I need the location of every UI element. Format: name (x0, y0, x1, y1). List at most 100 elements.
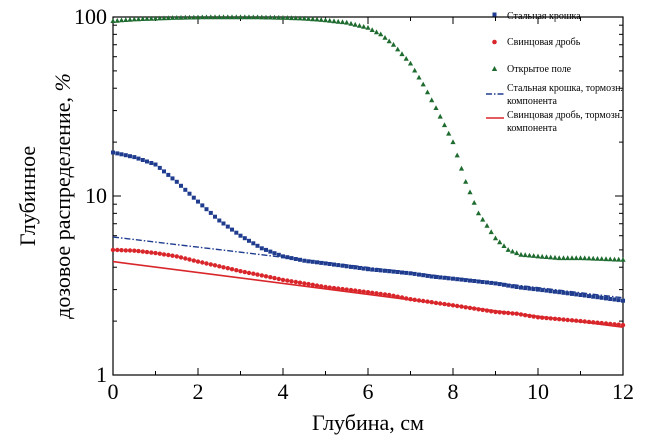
data-point-square (417, 272, 421, 277)
data-point-triangle (560, 255, 567, 261)
data-point-square (459, 277, 464, 282)
data-point-square (119, 152, 124, 157)
data-point-circle (161, 252, 167, 257)
data-point-triangle (522, 252, 528, 258)
data-point-square (221, 221, 226, 226)
data-point-square (238, 233, 243, 238)
series-layer (110, 14, 626, 328)
data-point-square (136, 156, 141, 161)
legend-label-steel-brems-2: компонента (507, 96, 557, 107)
steel-brems-line (112, 236, 624, 299)
data-point-triangle (157, 15, 163, 21)
data-point-triangle (556, 255, 562, 261)
data-point-square (446, 276, 451, 281)
legend-marker-square (492, 12, 497, 17)
data-point-circle (191, 258, 196, 263)
data-point-circle (293, 279, 298, 285)
y-axis-title-line1: Глубинное (15, 146, 40, 246)
data-point-circle (280, 277, 286, 283)
data-point-circle (157, 251, 162, 256)
data-point-square (425, 273, 430, 278)
lead-brems-line (112, 260, 624, 328)
data-point-square (374, 268, 379, 272)
data-point-square (366, 267, 370, 272)
data-point-square (574, 292, 579, 297)
data-point-triangle (531, 253, 537, 258)
data-point-triangle (539, 253, 545, 259)
data-point-triangle (263, 14, 269, 20)
data-point-square (340, 263, 345, 268)
data-point-triangle (208, 14, 214, 20)
data-point-square (404, 270, 409, 275)
data-point-triangle (361, 24, 367, 29)
data-point-circle (110, 247, 116, 253)
data-point-triangle (276, 14, 282, 20)
data-point-circle (170, 253, 175, 258)
data-point-triangle (484, 223, 490, 228)
data-point-triangle (463, 179, 469, 184)
data-point-triangle (577, 255, 584, 261)
data-point-square (468, 278, 472, 283)
data-point-circle (365, 290, 371, 295)
data-point-circle (387, 292, 392, 298)
data-point-square (531, 287, 536, 292)
data-point-triangle (344, 19, 350, 25)
data-point-square (234, 230, 239, 235)
data-point-triangle (131, 16, 137, 22)
data-point-square (123, 153, 128, 158)
data-point-triangle (305, 16, 312, 21)
data-point-square (281, 254, 285, 259)
data-point-triangle (182, 14, 188, 20)
legend-label-steel: Стальная крошка (507, 11, 581, 22)
data-point-square (268, 249, 273, 254)
y-axis-title-main: дозовое распределение, (50, 92, 75, 319)
data-point-triangle (599, 256, 605, 261)
data-point-square (493, 281, 498, 286)
data-point-square (438, 275, 443, 280)
data-point-triangle (616, 256, 622, 262)
data-point-square (272, 251, 277, 256)
data-point-square (264, 247, 268, 252)
data-point-triangle (165, 15, 171, 21)
data-point-square (344, 264, 349, 269)
data-point-triangle (395, 46, 401, 52)
data-point-triangle (509, 248, 516, 254)
data-point-circle (370, 290, 375, 295)
data-point-triangle (123, 17, 129, 22)
data-point-triangle (373, 29, 380, 35)
data-point-triangle (356, 23, 363, 28)
data-point-triangle (433, 105, 439, 110)
data-point-triangle (611, 256, 618, 262)
data-point-circle (306, 281, 311, 287)
data-point-triangle (543, 254, 550, 259)
data-point-triangle (225, 14, 231, 20)
data-point-triangle (254, 14, 261, 20)
data-point-circle (353, 288, 358, 293)
data-point-triangle (573, 255, 579, 261)
data-point-square (179, 183, 183, 188)
data-point-square (255, 243, 260, 248)
data-point-circle (238, 269, 243, 274)
x-tick-label: 2 (193, 379, 204, 404)
data-point-circle (187, 257, 192, 262)
data-point-circle (297, 280, 303, 285)
data-point-square (455, 277, 460, 282)
data-point-circle (344, 287, 349, 292)
data-point-square (621, 298, 625, 303)
data-point-triangle (216, 14, 222, 20)
data-point-triangle (420, 81, 426, 87)
data-point-square (251, 241, 256, 246)
data-point-square (502, 282, 506, 287)
data-point-triangle (246, 14, 252, 20)
data-point-square (582, 293, 587, 298)
data-point-square (463, 278, 468, 283)
data-point-circle (225, 266, 230, 271)
data-point-triangle (501, 243, 507, 248)
data-point-square (391, 269, 396, 274)
data-point-square (353, 265, 358, 270)
data-point-circle (620, 322, 626, 328)
data-point-square (616, 298, 621, 303)
data-point-circle (251, 271, 256, 276)
x-tick-label: 6 (363, 379, 374, 404)
data-point-triangle (548, 254, 554, 260)
